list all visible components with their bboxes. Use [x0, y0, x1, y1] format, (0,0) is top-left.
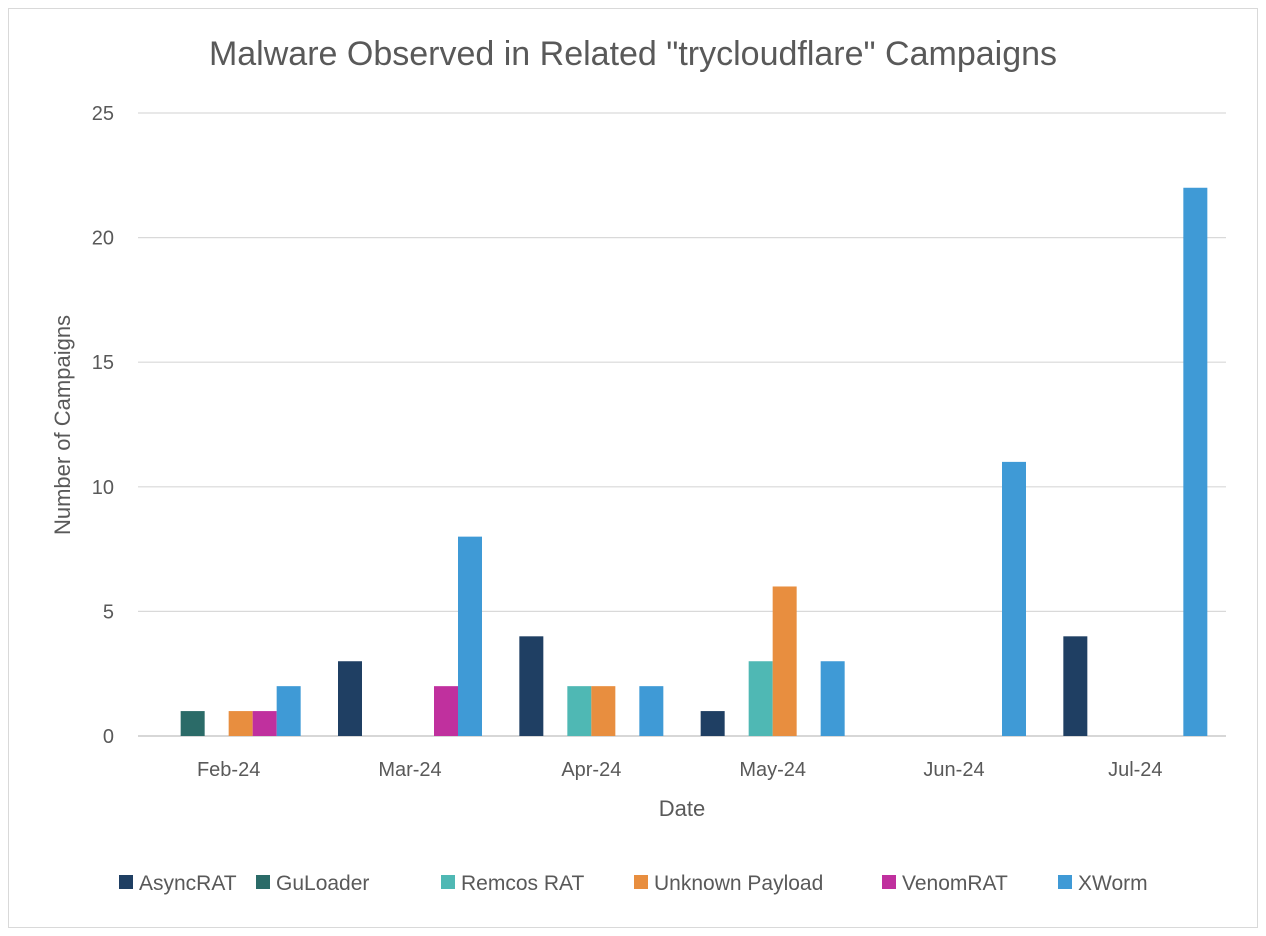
bar-unknown-payload-feb-24 — [228, 711, 253, 736]
legend-label: AsyncRAT — [139, 872, 237, 895]
bar-remcos-rat-may-24 — [748, 661, 773, 736]
legend-swatch — [882, 875, 896, 889]
legend-label: Unknown Payload — [654, 872, 823, 895]
bar-venomrat-mar-24 — [434, 686, 458, 736]
bar-asyncrat-mar-24 — [338, 661, 362, 736]
bar-remcos-rat-apr-24 — [567, 686, 592, 736]
y-tick-label: 15 — [92, 352, 114, 374]
legend-swatch — [1058, 875, 1072, 889]
legend-label: XWorm — [1078, 872, 1148, 895]
legend-label: GuLoader — [276, 872, 369, 895]
legend-item: AsyncRAT — [119, 872, 237, 895]
bar-xworm-apr-24 — [639, 686, 664, 736]
chart-frame — [8, 8, 1258, 928]
legend-item: XWorm — [1058, 872, 1148, 895]
bar-xworm-jul-24 — [1183, 187, 1208, 736]
bar-xworm-mar-24 — [458, 536, 482, 736]
y-tick-label: 5 — [103, 601, 114, 623]
legend-item: VenomRAT — [882, 872, 1008, 895]
bar-unknown-payload-may-24 — [772, 586, 797, 736]
legend-item: Remcos RAT — [441, 872, 584, 895]
x-tick-label: Jun-24 — [923, 759, 984, 781]
bar-venomrat-feb-24 — [252, 711, 277, 736]
bar-xworm-may-24 — [820, 661, 845, 736]
legend-swatch — [441, 875, 455, 889]
x-tick-label: May-24 — [739, 759, 806, 781]
bar-asyncrat-apr-24 — [519, 636, 544, 736]
x-tick-label: Jul-24 — [1108, 759, 1162, 781]
legend-label: Remcos RAT — [461, 872, 584, 895]
legend-label: VenomRAT — [902, 872, 1008, 895]
bar-xworm-feb-24 — [276, 686, 301, 736]
y-axis-label: Number of Campaigns — [50, 315, 75, 535]
legend-swatch — [256, 875, 270, 889]
bar-asyncrat-may-24 — [700, 711, 725, 736]
bar-unknown-payload-apr-24 — [591, 686, 616, 736]
bar-xworm-jun-24 — [1002, 461, 1026, 736]
legend-swatch — [634, 875, 648, 889]
legend-item: GuLoader — [256, 872, 369, 895]
y-tick-label: 25 — [92, 103, 114, 125]
x-tick-label: Apr-24 — [561, 759, 621, 781]
x-axis-label: Date — [659, 796, 705, 821]
bar-guloader-feb-24 — [180, 711, 205, 736]
bar-asyncrat-jul-24 — [1063, 636, 1088, 736]
y-tick-label: 0 — [103, 726, 114, 748]
x-tick-label: Feb-24 — [197, 759, 260, 781]
legend-item: Unknown Payload — [634, 872, 823, 895]
y-tick-label: 20 — [92, 228, 114, 250]
legend-swatch — [119, 875, 133, 889]
chart-title: Malware Observed in Related "trycloudfla… — [209, 35, 1057, 73]
x-tick-label: Mar-24 — [378, 759, 441, 781]
y-tick-label: 10 — [92, 477, 114, 499]
